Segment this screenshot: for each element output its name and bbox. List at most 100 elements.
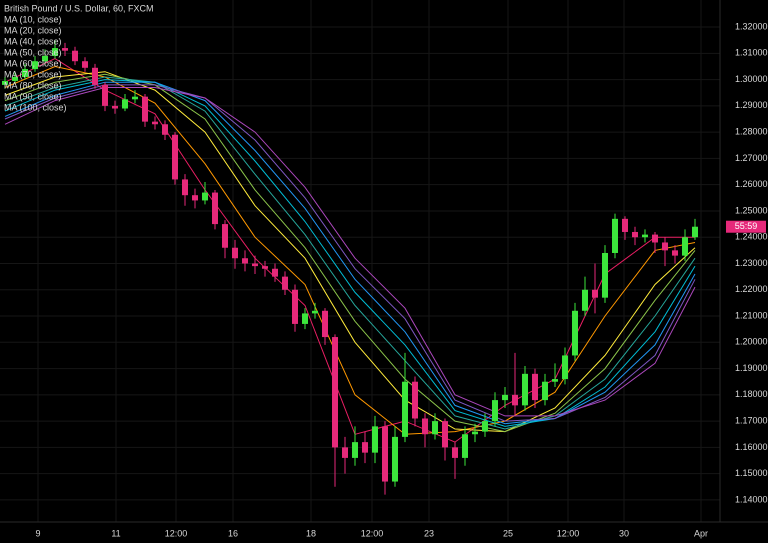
x-tick-label: 12:00 (557, 528, 580, 538)
legend-entry: MA (40, close) (4, 36, 62, 46)
candle-body (432, 421, 438, 435)
candle-body (402, 381, 408, 437)
legend-entry: MA (20, close) (4, 25, 62, 35)
legend-entry: MA (10, close) (4, 14, 62, 24)
candle-body (452, 447, 458, 458)
y-tick-label: 1.23000 (735, 258, 768, 268)
candle-body (302, 313, 308, 324)
y-tick-label: 1.26000 (735, 179, 768, 189)
candle-body (152, 121, 158, 125)
candle-body (32, 61, 38, 70)
candle-body (662, 242, 668, 251)
y-tick-label: 1.15000 (735, 468, 768, 478)
candle-body (472, 431, 478, 435)
candle-body (492, 400, 498, 422)
y-tick-label: 1.24000 (735, 232, 768, 242)
countdown-tag (726, 220, 766, 233)
candle-body (222, 224, 228, 248)
x-tick-label: 25 (503, 528, 513, 538)
candle-body (142, 96, 148, 122)
candle-body (622, 218, 628, 232)
countdown-label: 55:59 (735, 221, 758, 231)
legend: British Pound / U.S. Dollar, 60, FXCM MA… (4, 3, 154, 112)
y-tick-label: 1.25000 (735, 205, 768, 215)
candle-body (572, 310, 578, 356)
candle-body (652, 234, 658, 243)
candle-body (522, 373, 528, 406)
legend-entry: MA (80, close) (4, 80, 62, 90)
candle-body (692, 226, 698, 238)
candle-body (542, 381, 548, 401)
candle-body (682, 237, 688, 256)
y-tick-label: 1.16000 (735, 442, 768, 452)
legend-entry: MA (90, close) (4, 91, 62, 101)
candle-body (502, 394, 508, 401)
candle-body (672, 250, 678, 256)
candle-body (42, 55, 48, 62)
x-tick-label: 9 (35, 528, 40, 538)
candle-body (52, 48, 58, 56)
candle-body (202, 192, 208, 201)
candle-body (612, 218, 618, 253)
x-tick-label: 12:00 (165, 528, 188, 538)
candle-body (102, 84, 108, 106)
candle-body (532, 373, 538, 401)
candle-body (392, 436, 398, 482)
y-tick-label: 1.21000 (735, 310, 768, 320)
chart-title: British Pound / U.S. Dollar, 60, FXCM (4, 3, 154, 13)
candle-body (602, 252, 608, 298)
candle-body (592, 289, 598, 298)
candle-body (172, 134, 178, 180)
candle-body (92, 67, 98, 85)
candle-body (262, 266, 268, 269)
candle-body (12, 76, 18, 81)
ma-line (4, 87, 696, 417)
ma-line (4, 79, 696, 427)
y-tick-label: 1.32000 (735, 21, 768, 31)
ma-line (4, 76, 696, 430)
candle-body (122, 99, 128, 109)
candle-body (332, 337, 338, 448)
candle-body (462, 434, 468, 458)
y-tick-label: 1.27000 (735, 153, 768, 163)
ma-line (4, 81, 696, 425)
candle-body (72, 50, 78, 62)
candle-body (372, 426, 378, 453)
candle-body (62, 48, 68, 51)
candle-body (412, 381, 418, 419)
y-tick-label: 1.17000 (735, 415, 768, 425)
candle-body (272, 268, 278, 277)
candle-body (112, 105, 118, 109)
y-tick-label: 1.20000 (735, 337, 768, 347)
candle-body (232, 247, 238, 259)
y-tick-label: 1.30000 (735, 74, 768, 84)
y-tick-label: 1.28000 (735, 127, 768, 137)
legend-entry: MA (100, close) (4, 102, 67, 112)
x-tick-label: 11 (111, 528, 120, 538)
candle-body (422, 418, 428, 435)
x-tick-label: 12:00 (361, 528, 384, 538)
y-tick-label: 1.14000 (735, 494, 768, 504)
ma-line (4, 65, 696, 435)
axes: 1.14000 1.15000 1.16000 1.17000 1.18000 1.190… (35, 21, 767, 538)
candle-body (562, 355, 568, 380)
candle-body (362, 442, 368, 453)
candle-body (212, 192, 218, 225)
candle-body (382, 426, 388, 482)
y-tick-label: 1.31000 (735, 48, 768, 58)
candles (2, 40, 698, 495)
x-tick-label: 16 (228, 528, 238, 538)
candle-body (352, 442, 358, 458)
candle-body (312, 310, 318, 314)
y-tick-label: 1.18000 (735, 389, 768, 399)
candle-body (192, 195, 198, 201)
x-tick-label: 23 (424, 528, 434, 538)
candle-body (322, 310, 328, 338)
candle-body (632, 231, 638, 238)
candle-body (292, 289, 298, 324)
candle-body (252, 263, 258, 267)
candle-body (582, 289, 588, 311)
candle-body (2, 80, 8, 85)
candle-body (242, 258, 248, 264)
